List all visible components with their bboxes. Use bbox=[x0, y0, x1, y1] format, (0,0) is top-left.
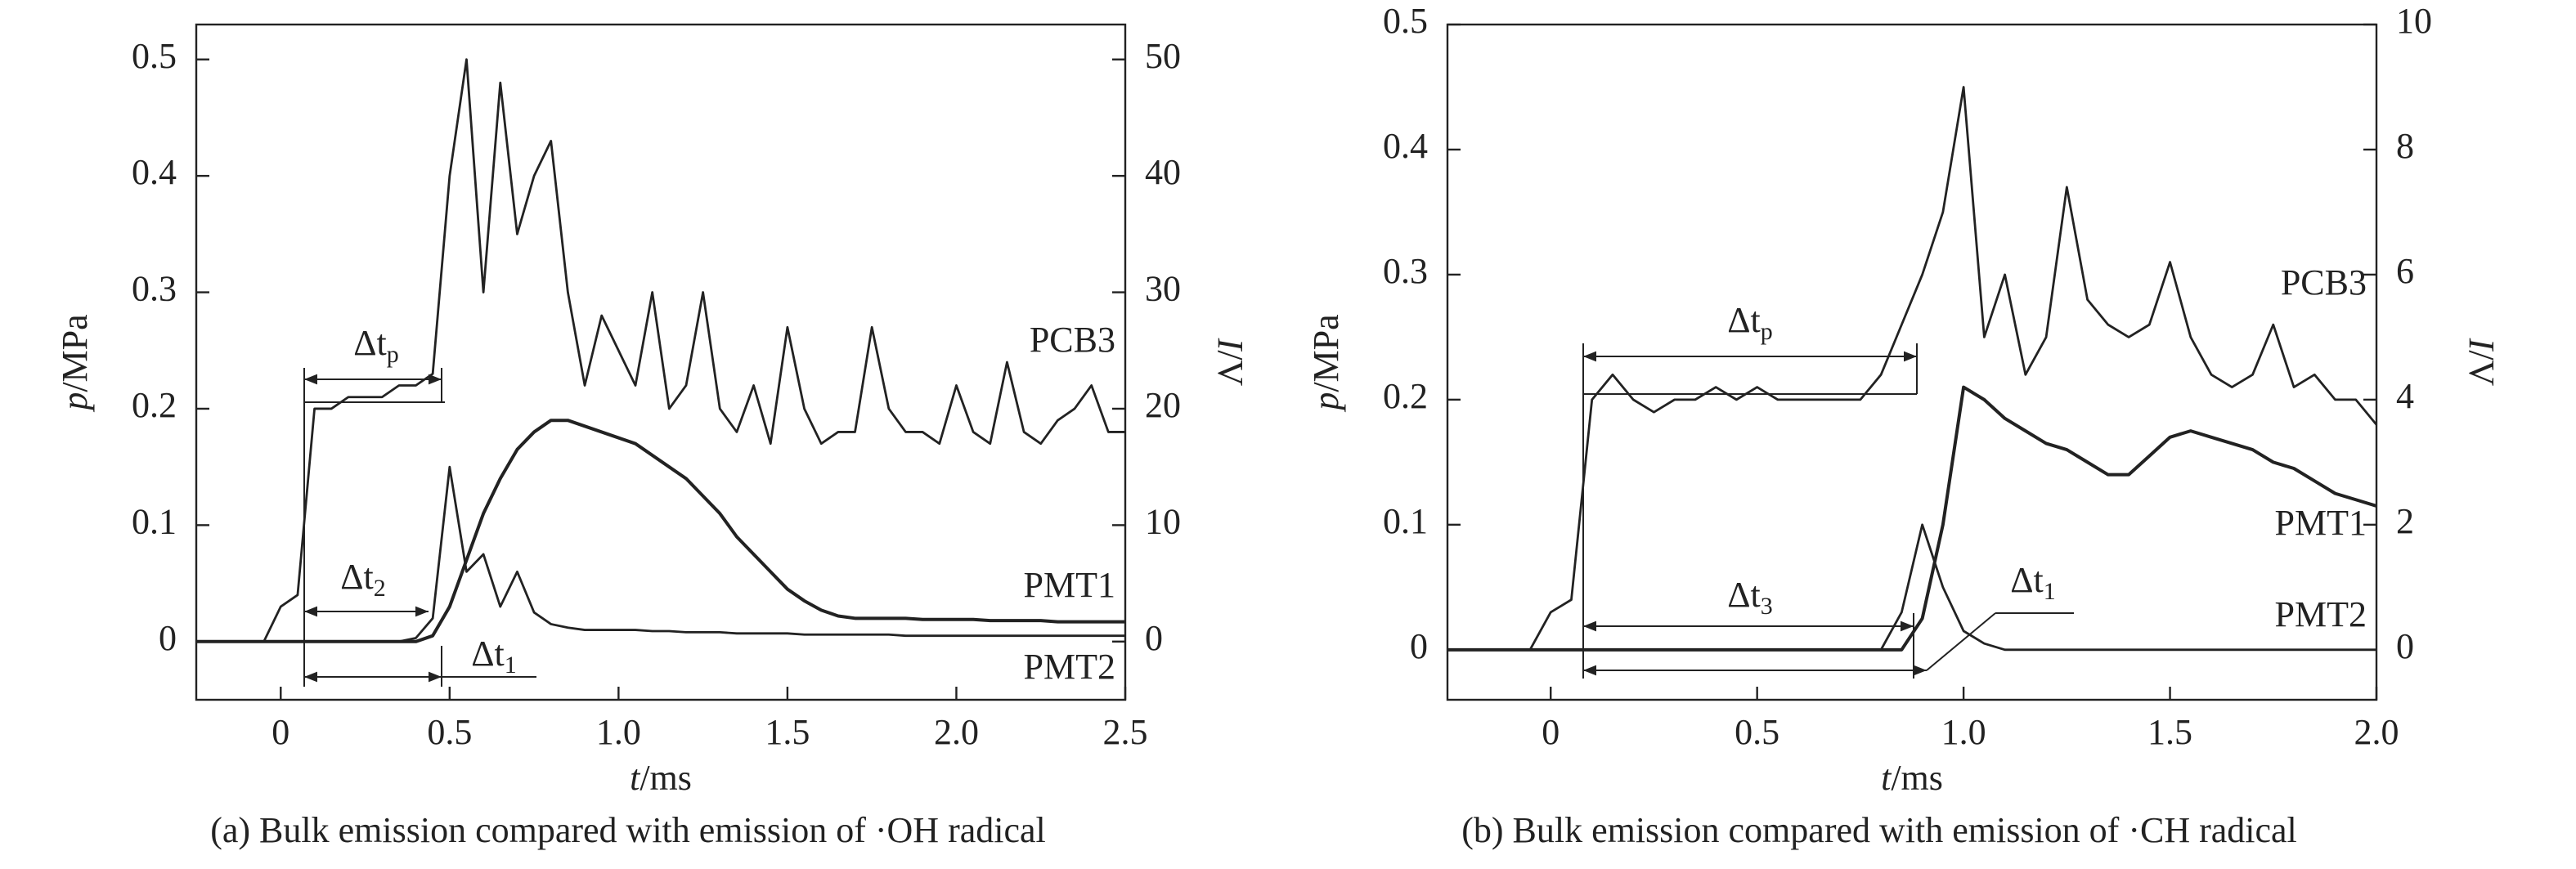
series-label: PMT1 bbox=[2275, 503, 2367, 543]
series-line bbox=[1447, 523, 2376, 652]
y-axis-label-part: /MPa bbox=[55, 314, 95, 392]
x-axis-label: t/ms bbox=[1881, 758, 1943, 798]
caption: (b) Bulk emission compared with emission… bbox=[1461, 810, 2297, 850]
y-tick-label: 0 bbox=[1410, 626, 1428, 666]
y-tick-label: 0.3 bbox=[1383, 251, 1428, 291]
annotation-text: Δt bbox=[353, 323, 387, 363]
x-tick-label: 0.5 bbox=[427, 712, 472, 752]
x-tick-label: 1.5 bbox=[765, 712, 810, 752]
y-tick-label: 0.1 bbox=[1383, 501, 1428, 541]
y2-tick-label: 10 bbox=[2396, 1, 2432, 41]
x-axis-label-part: /ms bbox=[1891, 758, 1943, 798]
annotation-text: Δt bbox=[471, 634, 505, 674]
x-axis-label-part: t bbox=[630, 758, 641, 798]
x-tick-label: 0 bbox=[1542, 712, 1560, 752]
series-label: PMT1 bbox=[1024, 565, 1115, 605]
y-tick-label: 0.1 bbox=[132, 501, 177, 541]
series-line bbox=[196, 58, 1125, 643]
y2-tick-label: 50 bbox=[1145, 36, 1181, 76]
series-line bbox=[196, 419, 1125, 643]
y2-axis-label-part: /V bbox=[2462, 350, 2502, 386]
y-tick-label: 0.4 bbox=[1383, 126, 1428, 166]
annotation-subscript: p bbox=[387, 341, 399, 368]
annotation-text: Δt bbox=[1727, 575, 1761, 615]
series-line bbox=[1447, 86, 2378, 652]
series-label: PMT2 bbox=[2275, 594, 2367, 634]
annotation-subscript: 3 bbox=[1761, 593, 1773, 620]
y2-axis-label-part: I bbox=[1210, 338, 1250, 352]
annotation: Δtp bbox=[1727, 300, 1773, 345]
annotation: Δtp bbox=[353, 323, 399, 368]
x-axis-label-part: /ms bbox=[640, 758, 692, 798]
caption: (a) Bulk emission compared with emission… bbox=[210, 810, 1046, 850]
y2-tick-label: 10 bbox=[1145, 501, 1181, 541]
y2-tick-label: 2 bbox=[2396, 501, 2414, 541]
x-tick-label: 1.0 bbox=[1941, 712, 1986, 752]
annotation-text: Δt bbox=[1727, 300, 1761, 340]
y2-tick-label: 40 bbox=[1145, 152, 1181, 192]
y-tick-label: 0.5 bbox=[1383, 1, 1428, 41]
y2-axis-label: I/V bbox=[2462, 338, 2502, 387]
x-tick-label: 2.0 bbox=[2354, 712, 2399, 752]
annotation-subscript: 1 bbox=[505, 652, 517, 679]
series-line bbox=[196, 465, 1125, 643]
y-axis-label-part: /MPa bbox=[1306, 314, 1346, 392]
x-axis-label: t/ms bbox=[630, 758, 692, 798]
x-tick-label: 1.0 bbox=[596, 712, 641, 752]
y2-tick-label: 0 bbox=[1145, 618, 1163, 658]
x-tick-label: 2.5 bbox=[1103, 712, 1148, 752]
y2-tick-label: 4 bbox=[2396, 376, 2414, 416]
x-tick-label: 2.0 bbox=[934, 712, 979, 752]
annotation: Δt1 bbox=[2010, 560, 2056, 605]
x-axis-label-part: t bbox=[1881, 758, 1892, 798]
y-tick-label: 0.2 bbox=[132, 385, 177, 425]
annotation-text: Δt bbox=[2010, 560, 2044, 600]
y2-tick-label: 6 bbox=[2396, 251, 2414, 291]
y-tick-label: 0 bbox=[159, 618, 177, 658]
y-axis-label: p/MPa bbox=[55, 314, 95, 412]
annotation-text: Δt bbox=[340, 557, 374, 597]
y2-tick-label: 0 bbox=[2396, 626, 2414, 666]
plot-frame bbox=[1446, 23, 2378, 701]
y2-tick-label: 20 bbox=[1145, 385, 1181, 425]
y-tick-label: 0.3 bbox=[132, 269, 177, 309]
y-tick-label: 0.5 bbox=[132, 36, 177, 76]
y-tick-label: 0.4 bbox=[132, 152, 177, 192]
y2-axis-label: I/V bbox=[1210, 338, 1250, 387]
y2-axis-label-part: /V bbox=[1210, 350, 1250, 386]
series-label: PCB3 bbox=[1030, 320, 1115, 360]
x-tick-label: 1.5 bbox=[2147, 712, 2192, 752]
annotation-line bbox=[1926, 612, 1996, 671]
annotation-subscript: 1 bbox=[2044, 578, 2056, 605]
annotation: Δt3 bbox=[1727, 575, 1773, 620]
y-axis-label: p/MPa bbox=[1306, 314, 1346, 412]
x-tick-label: 0 bbox=[272, 712, 289, 752]
x-tick-label: 0.5 bbox=[1735, 712, 1779, 752]
y-tick-label: 0.2 bbox=[1383, 376, 1428, 416]
y2-axis-label-part: I bbox=[2462, 338, 2502, 352]
series-label: PMT2 bbox=[1024, 647, 1115, 687]
annotation: Δt2 bbox=[340, 557, 386, 602]
annotation: Δt1 bbox=[471, 634, 517, 679]
series-label: PCB3 bbox=[2281, 262, 2367, 302]
y2-tick-label: 8 bbox=[2396, 126, 2414, 166]
series-line bbox=[1447, 385, 2377, 652]
y-axis-label-part: p bbox=[1306, 392, 1346, 413]
y-axis-label-part: p bbox=[55, 392, 95, 413]
annotation-subscript: 2 bbox=[374, 575, 386, 602]
y2-tick-label: 30 bbox=[1145, 269, 1181, 309]
annotation-subscript: p bbox=[1761, 318, 1773, 345]
plot-frame bbox=[195, 23, 1127, 701]
